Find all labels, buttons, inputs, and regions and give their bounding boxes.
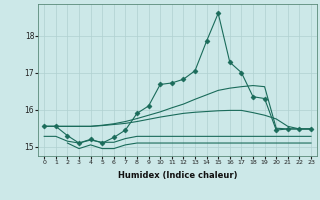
X-axis label: Humidex (Indice chaleur): Humidex (Indice chaleur) bbox=[118, 171, 237, 180]
